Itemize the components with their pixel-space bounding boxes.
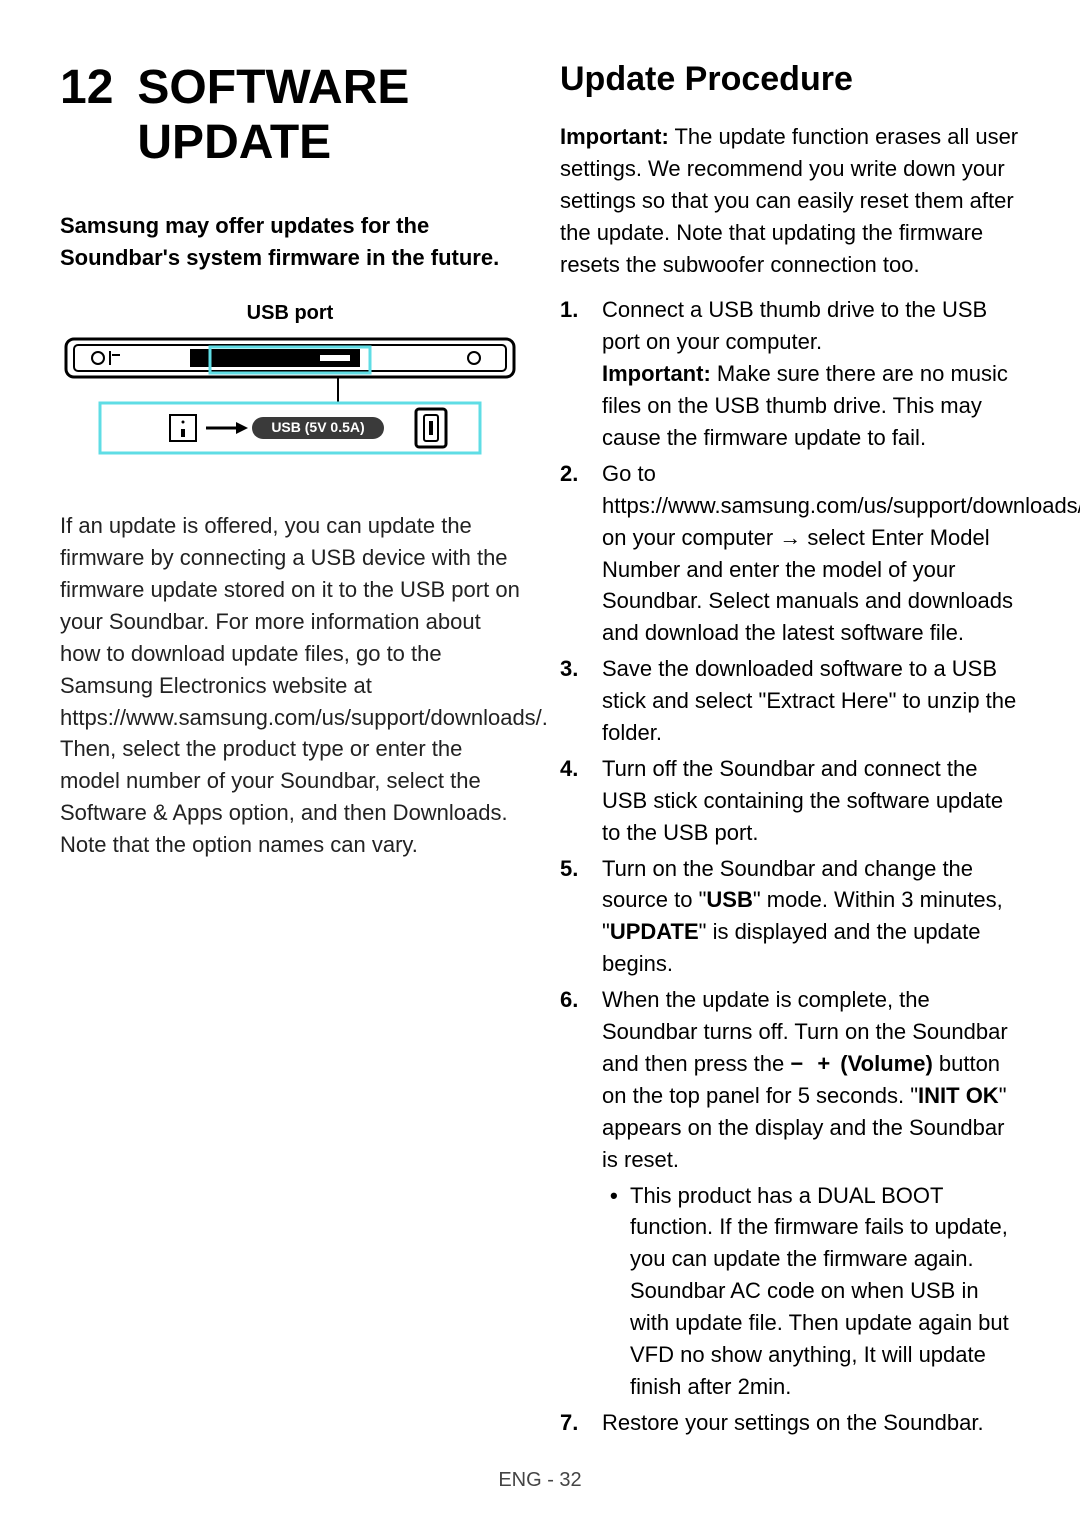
step-7: Restore your settings on the Soundbar.	[560, 1407, 1020, 1439]
step-3: Save the downloaded software to a USB st…	[560, 653, 1020, 749]
important-label: Important:	[560, 124, 669, 149]
section-number: 12	[60, 60, 113, 170]
diagram-caption: USB port	[60, 302, 520, 325]
lead-text: Samsung may offer updates for the Soundb…	[60, 210, 520, 274]
left-body-text: If an update is offered, you can update …	[60, 510, 520, 861]
section-title: 12 SOFTWARE UPDATE	[60, 60, 520, 170]
soundbar-diagram: USB (5V 0.5A)	[60, 333, 520, 463]
steps-list: Connect a USB thumb drive to the USB por…	[560, 294, 1020, 1438]
step-2: Go to https://www.samsung.com/us/support…	[560, 458, 1020, 649]
left-column: 12 SOFTWARE UPDATE Samsung may offer upd…	[60, 60, 520, 1443]
update-procedure-heading: Update Procedure	[560, 60, 1020, 99]
section-title-text: SOFTWARE UPDATE	[137, 60, 520, 170]
important-lead: Important: The update function erases al…	[560, 121, 1020, 280]
step-4: Turn off the Soundbar and connect the US…	[560, 753, 1020, 849]
right-column: Update Procedure Important: The update f…	[560, 60, 1020, 1443]
step-5: Turn on the Soundbar and change the sour…	[560, 853, 1020, 981]
page-footer: ENG - 32	[0, 1469, 1080, 1492]
step-6: When the update is complete, the Soundba…	[560, 984, 1020, 1403]
step-1: Connect a USB thumb drive to the USB por…	[560, 294, 1020, 453]
usb-label-text: USB (5V 0.5A)	[271, 419, 364, 435]
